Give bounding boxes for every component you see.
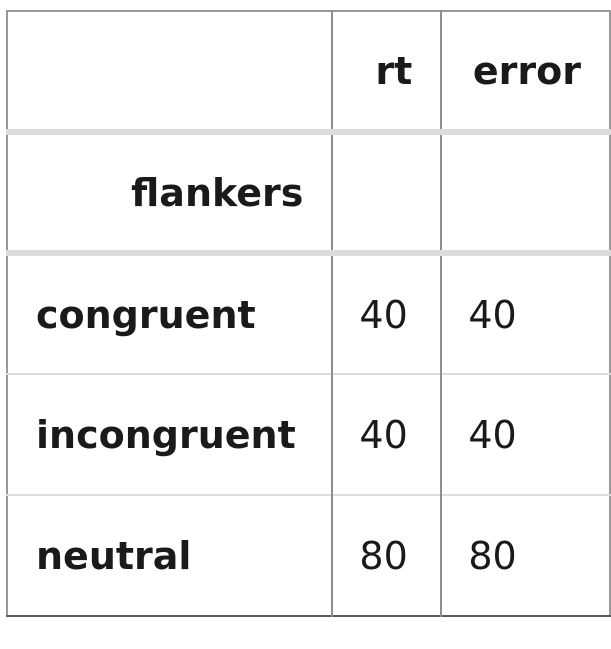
column-header-row: rt error	[7, 11, 610, 132]
corner-cell	[7, 11, 332, 132]
data-table: rt error flankers congruent 40 40 incong…	[6, 10, 611, 617]
table-container: rt error flankers congruent 40 40 incong…	[6, 10, 611, 617]
error-cell: 40	[440, 253, 610, 374]
row-label: neutral	[36, 533, 192, 578]
row-label: congruent	[36, 292, 256, 337]
table-row: incongruent 40 40	[7, 374, 610, 495]
empty-cell	[331, 132, 442, 253]
rt-cell: 80	[331, 495, 442, 616]
index-name-row: flankers	[7, 132, 610, 253]
error-cell: 40	[440, 374, 610, 495]
column-header-error: error	[440, 11, 610, 132]
rt-cell: 40	[331, 374, 442, 495]
column-header-rt: rt	[331, 11, 442, 132]
table-row: neutral 80 80	[7, 495, 610, 616]
error-cell: 80	[440, 495, 610, 616]
table-row: congruent 40 40	[7, 253, 610, 374]
rt-cell: 40	[331, 253, 442, 374]
row-label: incongruent	[36, 412, 296, 457]
empty-cell	[440, 132, 610, 253]
index-name-label: flankers	[131, 170, 304, 215]
